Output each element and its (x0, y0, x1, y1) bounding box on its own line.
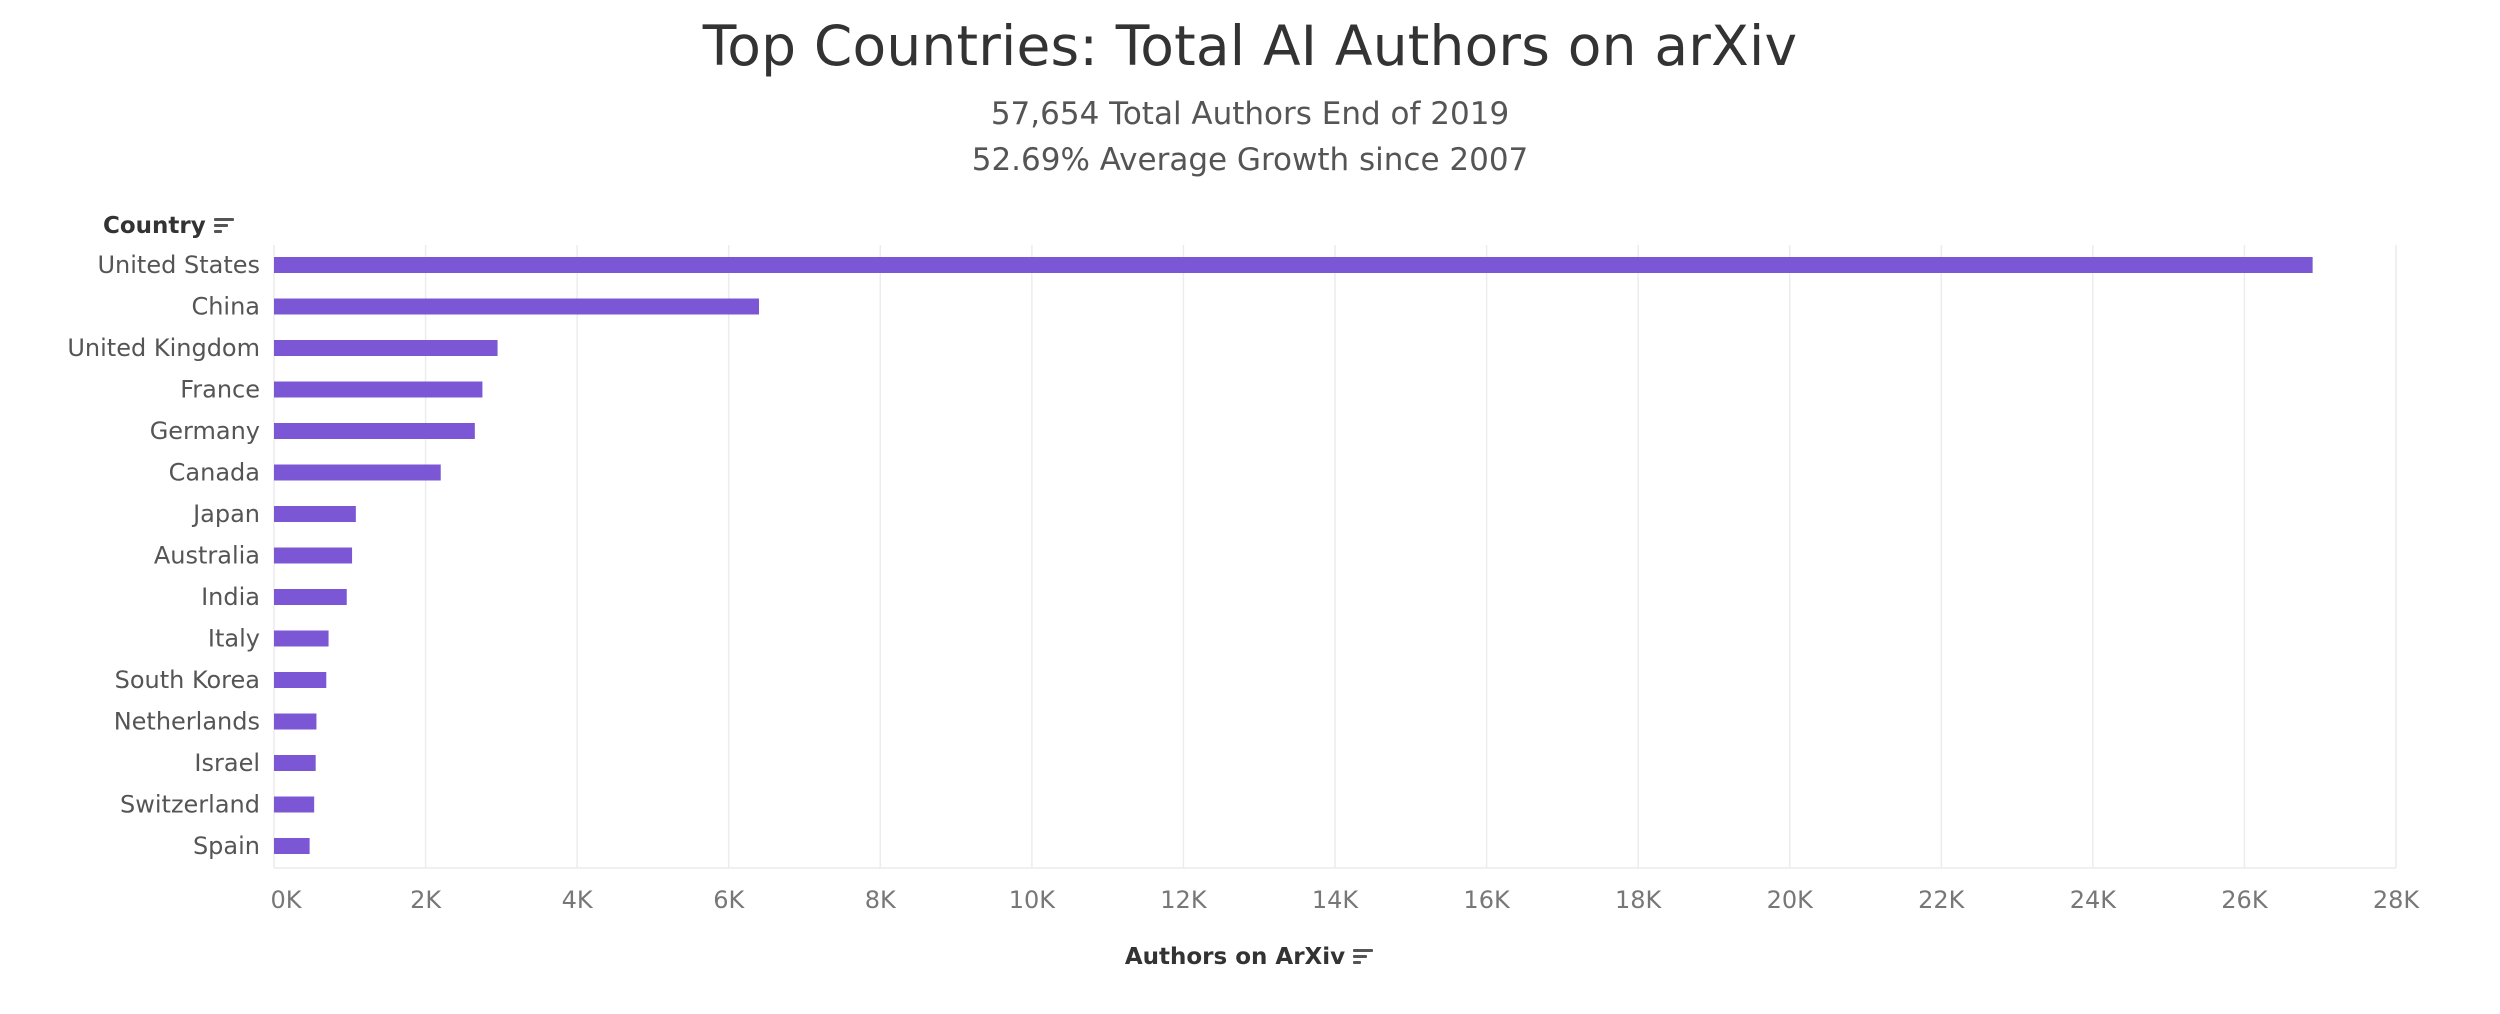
category-label: India (201, 583, 260, 611)
bar (274, 547, 353, 564)
bar (274, 796, 315, 813)
bar (274, 298, 760, 315)
bar (274, 506, 356, 522)
bar (274, 630, 329, 647)
x-axis-title: Authors on ArXiv (1124, 944, 1346, 970)
x-tick-label: 4K (562, 886, 594, 914)
chart-subtitle-total: 57,654 Total Authors End of 2019 (990, 96, 1510, 132)
x-tick-label: 6K (713, 886, 745, 914)
bar (274, 340, 498, 356)
category-label: Japan (191, 500, 260, 528)
bar (274, 838, 310, 854)
category-label: United Kingdom (67, 334, 260, 362)
x-tick-label: 26K (2221, 886, 2269, 914)
sort-icon[interactable] (213, 217, 236, 235)
category-label: Germany (150, 417, 260, 445)
category-label: Israel (194, 749, 260, 777)
x-tick-label: 10K (1009, 886, 1057, 914)
sort-icon[interactable] (1353, 948, 1375, 966)
chart-title: Top Countries: Total AI Authors on arXiv (702, 14, 1798, 78)
category-label: France (180, 376, 260, 404)
bar (274, 589, 347, 605)
bar (274, 423, 475, 439)
category-label: Switzerland (120, 791, 260, 819)
category-label: Netherlands (114, 708, 260, 736)
bar (274, 672, 327, 688)
bar (274, 257, 2313, 273)
x-tick-label: 22K (1918, 886, 1966, 914)
x-axis-header: Authors on ArXiv (0, 944, 2500, 970)
x-tick-label: 16K (1463, 886, 1511, 914)
x-tick-label: 0K (270, 886, 302, 914)
x-tick-label: 18K (1615, 886, 1663, 914)
category-label: Canada (169, 459, 260, 487)
x-tick-label: 24K (2070, 886, 2118, 914)
x-tick-label: 20K (1767, 886, 1815, 914)
bar (274, 755, 316, 771)
bar (274, 464, 441, 481)
bar (274, 381, 483, 398)
category-label: Australia (154, 542, 260, 570)
y-axis-title: Country (103, 213, 206, 239)
x-tick-label: 14K (1312, 886, 1360, 914)
category-label: South Korea (115, 666, 260, 694)
category-label: Spain (193, 832, 260, 860)
x-tick-label: 8K (865, 886, 897, 914)
x-tick-label: 2K (410, 886, 442, 914)
x-tick-label: 12K (1160, 886, 1208, 914)
y-axis-header: Country (103, 213, 236, 239)
category-label: China (191, 293, 260, 321)
category-label: Italy (208, 625, 260, 653)
chart-subtitle-growth: 52.69% Average Growth since 2007 (971, 142, 1529, 178)
bar (274, 713, 317, 730)
category-label: United States (97, 251, 260, 279)
x-tick-label: 28K (2373, 886, 2421, 914)
